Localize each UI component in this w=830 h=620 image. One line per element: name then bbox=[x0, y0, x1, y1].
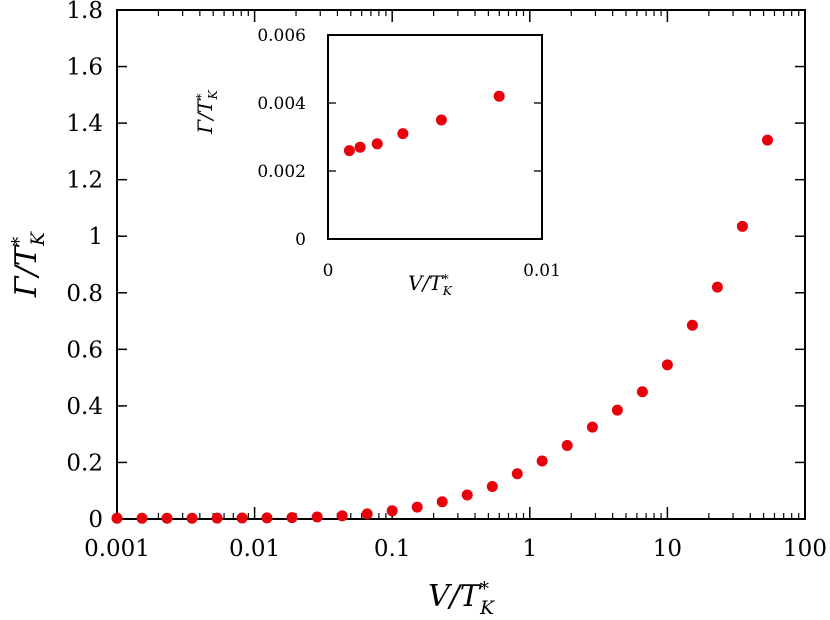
inset-y-axis-title-main: Γ/T bbox=[193, 98, 217, 135]
data-point bbox=[361, 508, 373, 520]
data-point bbox=[511, 468, 523, 480]
x-axis-title-sup: * bbox=[480, 579, 489, 600]
inset-y-tick-label: 0.004 bbox=[257, 94, 306, 114]
y-tick-label: 1.2 bbox=[66, 168, 103, 194]
y-tick-label: 1.8 bbox=[66, 0, 103, 24]
data-point bbox=[236, 512, 248, 524]
inset-x-tick-label: 0 bbox=[323, 261, 334, 281]
data-point bbox=[386, 505, 398, 517]
inset-x-axis-title-sup: * bbox=[443, 271, 449, 286]
data-point bbox=[536, 455, 548, 467]
inset-y-axis-title-sup: * bbox=[193, 94, 208, 100]
inset-data-point bbox=[435, 114, 447, 126]
main-plot: 0 0.2 0.4 0.6 0.8 1 1.2 1.4 1.6 1.8 0.001 0.01 0.1 1 1… bbox=[9, 0, 827, 619]
inset-y-tick-label: 0.006 bbox=[257, 26, 306, 46]
data-point bbox=[736, 220, 748, 232]
x-axis-title: V/T* K bbox=[428, 579, 495, 619]
y-tick-label: 0.8 bbox=[66, 281, 103, 307]
inset-y-tick-label: 0.002 bbox=[257, 162, 306, 182]
data-point bbox=[611, 404, 623, 416]
y-tick-label: 0.2 bbox=[66, 450, 103, 476]
data-point bbox=[111, 512, 123, 524]
y-tick-label: 0.4 bbox=[66, 394, 103, 420]
inset-data-point bbox=[493, 90, 505, 102]
data-point bbox=[411, 501, 423, 513]
y-tick-label: 1.6 bbox=[66, 55, 103, 81]
inset-data-point bbox=[343, 145, 355, 157]
inset-y-axis-title-sub: K bbox=[205, 90, 220, 101]
x-tick-label: 0.1 bbox=[374, 536, 411, 562]
data-point bbox=[561, 439, 573, 451]
data-point bbox=[686, 319, 698, 331]
data-point bbox=[661, 359, 673, 371]
y-tick-label: 0 bbox=[88, 507, 103, 533]
y-axis-title-sub: K bbox=[28, 231, 49, 247]
inset-frame bbox=[327, 34, 543, 240]
inset-x-axis-title-sub: K bbox=[442, 283, 453, 298]
main-plot-frame bbox=[116, 9, 806, 520]
data-point bbox=[136, 512, 148, 524]
y-axis-title-sup: * bbox=[9, 237, 30, 246]
x-tick-label: 0.01 bbox=[229, 536, 280, 562]
inset-data-point bbox=[371, 138, 383, 150]
x-tick-label: 0.001 bbox=[84, 536, 150, 562]
y-tick-label: 1 bbox=[88, 224, 103, 250]
y-axis-title: Γ/T*K bbox=[9, 231, 49, 298]
data-point bbox=[461, 489, 473, 501]
data-point bbox=[161, 512, 173, 524]
data-point bbox=[311, 511, 323, 523]
inset-data-point bbox=[397, 128, 409, 140]
x-axis-title-sub: K bbox=[479, 598, 495, 619]
x-tick-label: 100 bbox=[783, 536, 827, 562]
data-point bbox=[586, 421, 598, 433]
data-point bbox=[261, 512, 273, 524]
inset-x-axis-title: V/T* K bbox=[408, 271, 453, 298]
y-tick-label: 0.6 bbox=[66, 337, 103, 363]
data-point bbox=[286, 512, 298, 524]
data-point bbox=[711, 281, 723, 293]
data-point bbox=[336, 510, 348, 522]
x-tick-label: 10 bbox=[653, 536, 682, 562]
data-point bbox=[486, 480, 498, 492]
y-tick-label: 1.4 bbox=[66, 111, 103, 137]
inset-data-point bbox=[354, 141, 366, 153]
x-axis-title-main: V/T bbox=[428, 579, 482, 614]
inset-y-tick-label: 0 bbox=[295, 230, 306, 250]
data-point bbox=[186, 512, 198, 524]
inset-x-axis-title-main: V/T bbox=[408, 271, 444, 295]
inset-y-axis-title: Γ/T*K bbox=[193, 90, 220, 135]
y-axis-title-main: Γ/T bbox=[9, 244, 44, 298]
x-tick-label: 1 bbox=[522, 536, 537, 562]
data-point bbox=[762, 134, 774, 146]
data-point bbox=[636, 386, 648, 398]
data-point bbox=[211, 512, 223, 524]
inset-x-tick-label: 0.01 bbox=[523, 261, 561, 281]
data-point bbox=[436, 496, 448, 508]
